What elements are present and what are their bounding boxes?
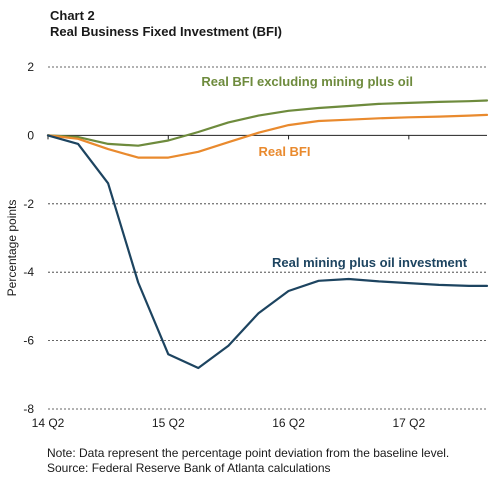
x-tick-label: 17 Q2 [392, 416, 425, 430]
gridlines [48, 66, 487, 410]
x-tick-label: 16 Q2 [272, 416, 305, 430]
series-label-3: Real mining plus oil investment [272, 255, 468, 270]
y-tick-label: -2 [23, 197, 34, 211]
y-tick-label: 0 [27, 128, 34, 142]
chart-number: Chart 2 [50, 8, 95, 23]
chart-source: Source: Federal Reserve Bank of Atlanta … [47, 461, 331, 475]
chart-note: Note: Data represent the percentage poin… [47, 446, 450, 460]
x-tick-label: 14 Q2 [32, 416, 65, 430]
series-labels: Real BFI excluding mining plus oil Real B… [201, 74, 467, 270]
chart-title: Real Business Fixed Investment (BFI) [50, 24, 282, 39]
series-label-1: Real BFI excluding mining plus oil [201, 74, 413, 89]
series-lines [46, 99, 489, 370]
y-tick-label: 2 [27, 60, 34, 74]
chart-header: Chart 2 Real Business Fixed Investment (… [50, 8, 282, 40]
axes: 2 0 -2 -4 -6 -814 Q2 15 Q2 16 Q2 17 Q2 Percentage… [5, 60, 425, 430]
series-line-2 [46, 113, 489, 159]
y-tick-label: -6 [23, 334, 34, 348]
series-label-2: Real BFI [258, 144, 310, 159]
chart-footer: Note: Data represent the percentage poin… [47, 446, 449, 476]
y-tick-label: -8 [23, 402, 34, 416]
x-tick-label: 15 Q2 [152, 416, 185, 430]
series-line-1 [46, 99, 489, 147]
series-line-3 [46, 134, 489, 370]
y-axis-label: Percentage points [5, 200, 19, 297]
y-tick-label: -4 [23, 265, 34, 279]
